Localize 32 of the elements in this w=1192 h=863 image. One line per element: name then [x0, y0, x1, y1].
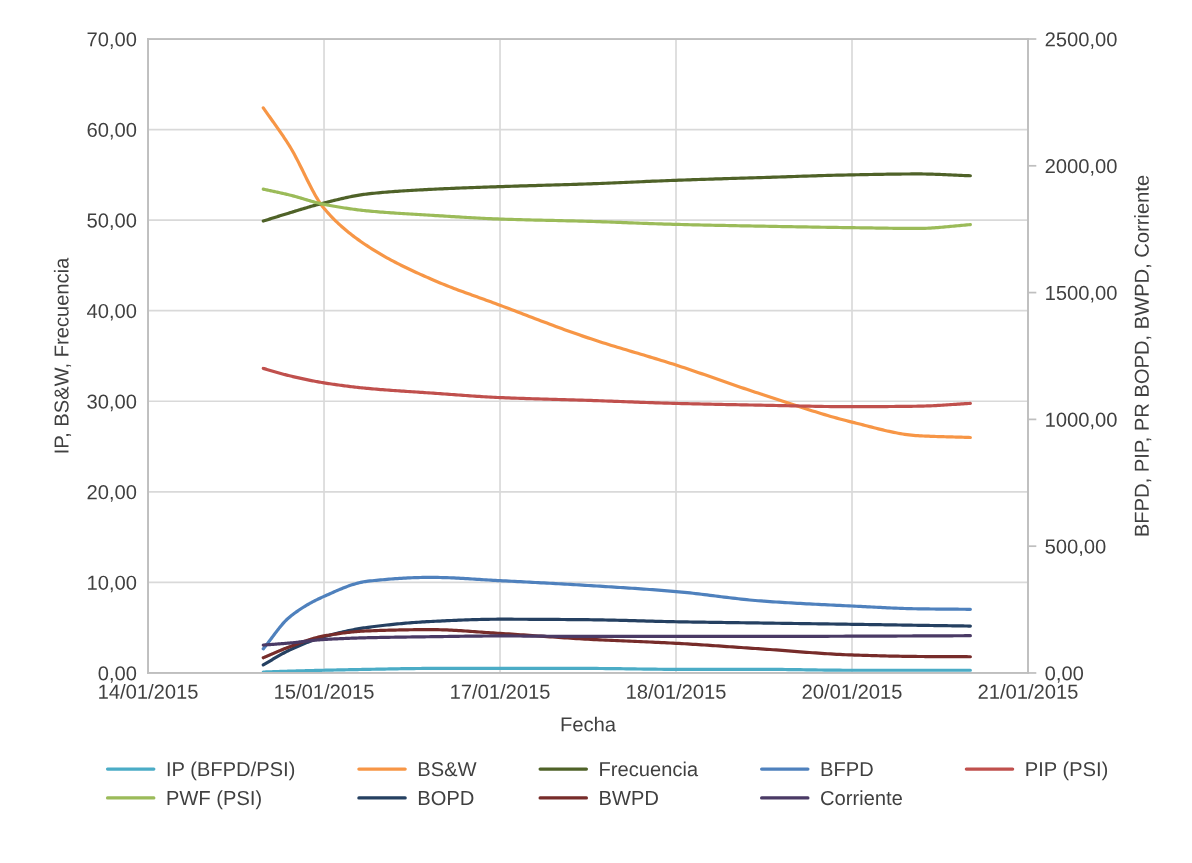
x-tick-label: 14/01/2015 — [99, 684, 198, 699]
y-tick-label: 10,00 — [88, 575, 137, 593]
y-tick-label: 50,00 — [87, 213, 137, 231]
legend-label: BS&W — [418, 762, 477, 777]
legend-label: Frecuencia — [600, 761, 699, 777]
legend-label: IP (BFPD/PSI) — [167, 761, 295, 781]
x-tick-label: 17/01/2015 — [451, 684, 550, 699]
y2-tick-label: 500,00 — [1045, 539, 1106, 557]
legend-label: BWPD — [600, 791, 658, 805]
x-axis-title: Fecha — [561, 716, 616, 732]
y-tick-label: 0,00 — [98, 666, 137, 683]
y-tick-label: 70,00 — [87, 32, 137, 49]
legend-label: Corriente — [821, 790, 902, 806]
y2-tick-label: 2500,00 — [1045, 32, 1117, 49]
x-tick-label: 20/01/2015 — [802, 684, 902, 699]
x-tick-label: 21/01/2015 — [978, 684, 1078, 699]
x-tick-label: 18/01/2015 — [627, 684, 726, 699]
y2-tick-label: 2000,00 — [1045, 159, 1117, 176]
y-tick-label: 60,00 — [87, 122, 137, 140]
y-tick-label: 30,00 — [87, 394, 137, 412]
y2-axis-title: BFPD, PIP, PR BOPD, BWPD, Corriente — [1134, 175, 1152, 536]
y-tick-label: 20,00 — [87, 485, 137, 502]
y2-tick-label: 1000,00 — [1046, 412, 1117, 430]
y-tick-label: 40,00 — [87, 303, 137, 321]
x-tick-label: 15/01/2015 — [275, 684, 374, 699]
y-axis-title: IP, BS&W, Frecuencia — [53, 257, 72, 453]
legend-label: BFPD — [821, 762, 873, 777]
legend-label: PIP (PSI) — [1026, 761, 1108, 781]
legend-label: BOPD — [418, 790, 474, 806]
y2-tick-label: 1500,00 — [1046, 285, 1117, 303]
legend-label: PWF (PSI) — [167, 790, 261, 810]
y2-tick-label: 0,00 — [1045, 666, 1084, 683]
